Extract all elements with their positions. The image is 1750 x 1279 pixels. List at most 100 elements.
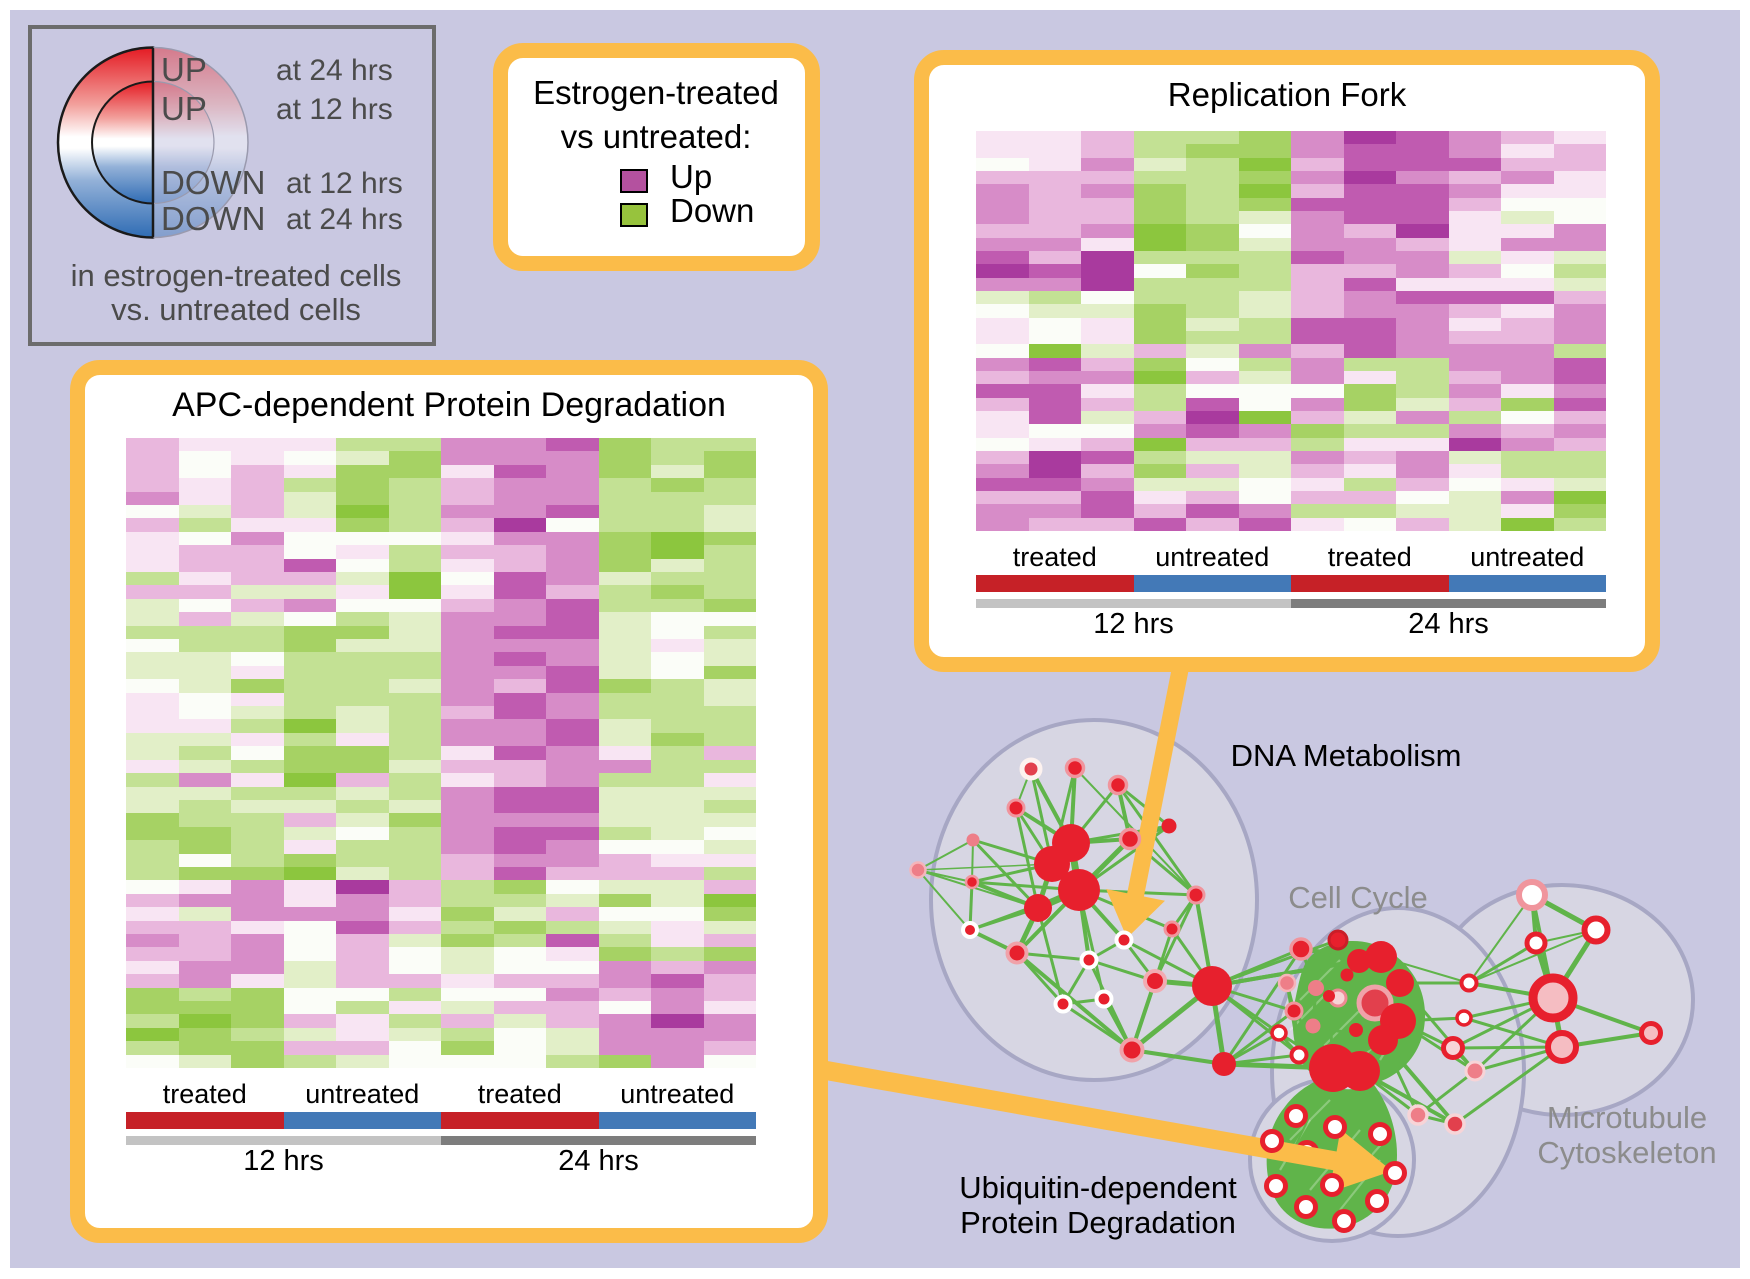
heatmap-cell [976,464,1029,478]
heatmap-cell [441,558,494,573]
heatmap-cell [493,947,546,961]
heatmap-cell [336,612,389,626]
heatmap-cell [1028,197,1081,211]
heatmap-cell [178,585,231,599]
heatmap-cell [336,572,389,586]
heatmap-cell [1028,517,1081,531]
heatmap-cell [336,759,389,774]
heatmap-cell [703,786,756,800]
heatmap-cell [1133,410,1186,425]
heatmap-cell [703,840,756,854]
heatmap-cell [546,478,599,492]
heatmap-cell [126,1014,179,1028]
heatmap-cell [703,652,756,666]
heatmap-cell [1343,197,1396,211]
heatmap-cell [546,612,599,626]
heatmap-cell [1133,304,1186,318]
heatmap-cell [651,933,704,948]
heatmap-cell [336,880,389,894]
heatmap-cell [546,1014,599,1028]
heatmap-cell [231,786,284,800]
heatmap-cell [976,184,1029,198]
heatmap-cell [1396,210,1449,225]
down-swatch [620,203,648,227]
heatmap-cell [178,478,231,492]
heatmap-cell [493,773,546,787]
heatmap-cell [598,585,651,599]
heatmap-cell [441,933,494,948]
heatmap-cell [388,840,441,854]
heatmap-cell [703,706,756,720]
heatmap-cell [126,1027,179,1042]
heatmap-cell [1238,131,1291,145]
heatmap-group-label: untreated [1155,542,1270,572]
heatmap-cell [703,987,756,1001]
heatmap-cell [283,866,336,881]
heatmap-cell [493,1041,546,1055]
heatmap-cell [231,813,284,827]
heatmap-cell [1396,450,1449,465]
network-edge [1463,1016,1563,1049]
network-node [1119,1037,1145,1063]
heatmap-cell [388,505,441,519]
heatmap-cell [1028,170,1081,185]
heatmap-cell [231,840,284,854]
heatmap-cell [1553,464,1606,478]
heatmap-cell [283,652,336,666]
network-node [1455,1009,1473,1027]
heatmap-cell [441,706,494,720]
heatmap-cell [598,746,651,760]
heatmap-cell [493,987,546,1001]
heatmap-cell [441,1054,494,1068]
heatmap-cell [1028,317,1081,331]
heatmap-cell [1028,437,1081,451]
heatmap-cell [441,786,494,800]
heatmap-cell [283,491,336,506]
heatmap-cell [283,974,336,988]
heatmap-cell [703,773,756,787]
heatmap-cell [1343,384,1396,398]
heatmap-cell [1448,330,1501,345]
network-node [1277,973,1297,993]
heatmap-cell [1448,237,1501,251]
heatmap-cell [388,1000,441,1015]
heatmap-cell [1186,131,1239,145]
heatmap-cell [388,491,441,506]
treatment-color-bar [126,1112,284,1129]
heatmap-cell [126,987,179,1001]
heatmap-cell [1238,357,1291,371]
heatmap-cell [1501,157,1554,171]
heatmap-cell [126,746,179,760]
heatmap-cell [1448,504,1501,518]
network-node [1308,980,1324,996]
heatmap-cell [1291,157,1344,171]
updown-legend-title-2: vs untreated: [560,118,752,155]
treatment-color-bar [283,1112,441,1129]
heatmap-cell [1553,330,1606,345]
heatmap-cell [651,773,704,787]
heatmap-cell [1291,504,1344,518]
network-node [1114,930,1134,950]
heatmap-cell [1291,450,1344,465]
heatmap-cell [598,625,651,640]
heatmap-cell [651,491,704,506]
heatmap-cell [651,1041,704,1055]
heatmap-cell [598,987,651,1001]
heatmap-cell [546,464,599,479]
heatmap-cell [231,1000,284,1015]
heatmap-cell [1343,157,1396,171]
network-edge [1211,938,1339,988]
heatmap-cell [231,464,284,479]
heatmap-cell [1553,437,1606,451]
heatmap-cell [1448,210,1501,225]
heatmap-cell [1291,477,1344,491]
heatmap-cell [493,826,546,841]
heatmap-cell [1186,264,1239,278]
heatmap-cell [1343,277,1396,291]
heatmap-cell [1133,224,1186,238]
heatmap-cell [388,706,441,720]
heatmap-cell [1133,131,1186,145]
heatmap-cell [1291,410,1344,425]
heatmap-cell [283,1054,336,1068]
heatmap-cell [1291,424,1344,438]
